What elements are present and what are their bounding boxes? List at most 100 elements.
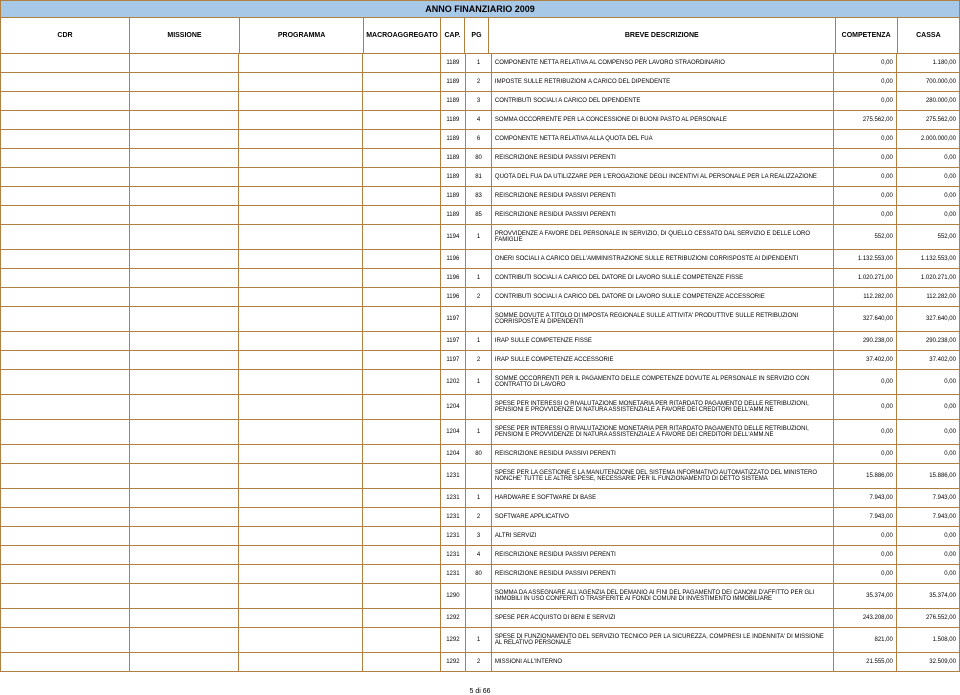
table-row: 11896COMPONENTE NETTA RELATIVA ALLA QUOT… xyxy=(0,130,960,149)
cell-pg: 1 xyxy=(466,54,492,72)
cell-programma xyxy=(239,206,363,224)
cell-macro xyxy=(363,149,440,167)
cell-missione xyxy=(130,395,240,419)
cell-programma xyxy=(239,609,363,627)
cell-competenza: 21.555,00 xyxy=(834,653,897,671)
cell-missione xyxy=(130,527,240,545)
cell-competenza: 0,00 xyxy=(834,73,897,91)
cell-missione xyxy=(130,149,240,167)
cell-missione xyxy=(130,269,240,287)
cell-cdr xyxy=(1,168,130,186)
cell-cap: 1189 xyxy=(441,168,467,186)
cell-competenza: 0,00 xyxy=(834,54,897,72)
cell-cassa: 0,00 xyxy=(897,149,959,167)
cell-cdr xyxy=(1,206,130,224)
cell-cap: 1189 xyxy=(441,92,467,110)
cell-competenza: 0,00 xyxy=(834,546,897,564)
cell-cap: 1196 xyxy=(441,288,467,306)
cell-pg xyxy=(466,609,492,627)
cell-cap: 1204 xyxy=(441,445,467,463)
cell-pg: 2 xyxy=(466,288,492,306)
cell-missione xyxy=(130,225,240,249)
cell-macro xyxy=(363,546,440,564)
cell-desc: REISCRIZIONE RESIDUI PASSIVI PERENTI xyxy=(492,445,834,463)
cell-desc: REISCRIZIONE RESIDUI PASSIVI PERENTI xyxy=(492,546,834,564)
cell-cassa: 7.943,00 xyxy=(897,508,959,526)
cell-pg: 1 xyxy=(466,269,492,287)
cell-missione xyxy=(130,609,240,627)
cell-desc: COMPONENTE NETTA RELATIVA ALLA QUOTA DEL… xyxy=(492,130,834,148)
header-programma: PROGRAMMA xyxy=(240,18,364,53)
cell-desc: SOMME DOVUTE A TITOLO DI IMPOSTA REGIONA… xyxy=(492,307,834,331)
cell-pg: 80 xyxy=(466,445,492,463)
cell-competenza: 243.208,00 xyxy=(834,609,897,627)
cell-macro xyxy=(363,332,440,350)
cell-cdr xyxy=(1,54,130,72)
table-header-row: CDR MISSIONE PROGRAMMA MACROAGGREGATO CA… xyxy=(0,18,960,54)
cell-missione xyxy=(130,111,240,129)
table-row: 1197SOMME DOVUTE A TITOLO DI IMPOSTA REG… xyxy=(0,307,960,332)
cell-macro xyxy=(363,250,440,268)
cell-macro xyxy=(363,225,440,249)
cell-competenza: 112.282,00 xyxy=(834,288,897,306)
cell-macro xyxy=(363,584,440,608)
cell-pg: 1 xyxy=(466,420,492,444)
cell-desc: REISCRIZIONE RESIDUI PASSIVI PERENTI xyxy=(492,565,834,583)
header-cdr: CDR xyxy=(1,18,130,53)
cell-cdr xyxy=(1,73,130,91)
cell-desc: SPESE DI FUNZIONAMENTO DEL SERVIZIO TECN… xyxy=(492,628,834,652)
cell-cassa: 15.886,00 xyxy=(897,464,959,488)
header-desc: BREVE DESCRIZIONE xyxy=(489,18,836,53)
table-row: 1292SPESE PER ACQUISTO DI BENI E SERVIZI… xyxy=(0,609,960,628)
cell-competenza: 552,00 xyxy=(834,225,897,249)
cell-cap: 1194 xyxy=(441,225,467,249)
cell-pg: 2 xyxy=(466,508,492,526)
table-row: 11892IMPOSTE SULLE RETRIBUZIONI A CARICO… xyxy=(0,73,960,92)
cell-cdr xyxy=(1,653,130,671)
cell-desc: CONTRIBUTI SOCIALI A CARICO DEL DATORE D… xyxy=(492,269,834,287)
cell-competenza: 7.943,00 xyxy=(834,508,897,526)
cell-cassa: 0,00 xyxy=(897,395,959,419)
cell-programma xyxy=(239,269,363,287)
cell-cassa: 700.000,00 xyxy=(897,73,959,91)
cell-programma xyxy=(239,130,363,148)
cell-programma xyxy=(239,288,363,306)
cell-cdr xyxy=(1,288,130,306)
cell-cassa: 276.552,00 xyxy=(897,609,959,627)
cell-pg: 85 xyxy=(466,206,492,224)
cell-programma xyxy=(239,546,363,564)
table-body: 11891COMPONENTE NETTA RELATIVA AL COMPEN… xyxy=(0,54,960,672)
cell-desc: REISCRIZIONE RESIDUI PASSIVI PERENTI xyxy=(492,149,834,167)
cell-cdr xyxy=(1,445,130,463)
cell-desc: SPESE PER INTERESSI O RIVALUTAZIONE MONE… xyxy=(492,395,834,419)
cell-pg: 1 xyxy=(466,332,492,350)
cell-pg: 83 xyxy=(466,187,492,205)
cell-cap: 1197 xyxy=(441,332,467,350)
cell-cassa: 7.943,00 xyxy=(897,489,959,507)
table-row: 11894SOMMA OCCORRENTE PER LA CONCESSIONE… xyxy=(0,111,960,130)
cell-macro xyxy=(363,206,440,224)
cell-cdr xyxy=(1,609,130,627)
cell-cap: 1189 xyxy=(441,187,467,205)
cell-cassa: 1.180,00 xyxy=(897,54,959,72)
cell-programma xyxy=(239,92,363,110)
cell-cdr xyxy=(1,489,130,507)
cell-missione xyxy=(130,546,240,564)
cell-desc: SPESE PER ACQUISTO DI BENI E SERVIZI xyxy=(492,609,834,627)
cell-competenza: 275.562,00 xyxy=(834,111,897,129)
table-row: 11972IRAP SULLE COMPETENZE ACCESSORIE37.… xyxy=(0,351,960,370)
cell-missione xyxy=(130,92,240,110)
cell-programma xyxy=(239,508,363,526)
cell-cdr xyxy=(1,395,130,419)
cell-programma xyxy=(239,584,363,608)
page-number: 5 di 66 xyxy=(469,688,490,695)
cell-cdr xyxy=(1,187,130,205)
table-row: 12314REISCRIZIONE RESIDUI PASSIVI PERENT… xyxy=(0,546,960,565)
cell-cdr xyxy=(1,225,130,249)
table-row: 118983REISCRIZIONE RESIDUI PASSIVI PEREN… xyxy=(0,187,960,206)
table-row: 12922MISSIONI ALL'INTERNO21.555,0032.509… xyxy=(0,653,960,672)
cell-programma xyxy=(239,168,363,186)
cell-cassa: 290.238,00 xyxy=(897,332,959,350)
cell-pg: 4 xyxy=(466,546,492,564)
cell-programma xyxy=(239,527,363,545)
